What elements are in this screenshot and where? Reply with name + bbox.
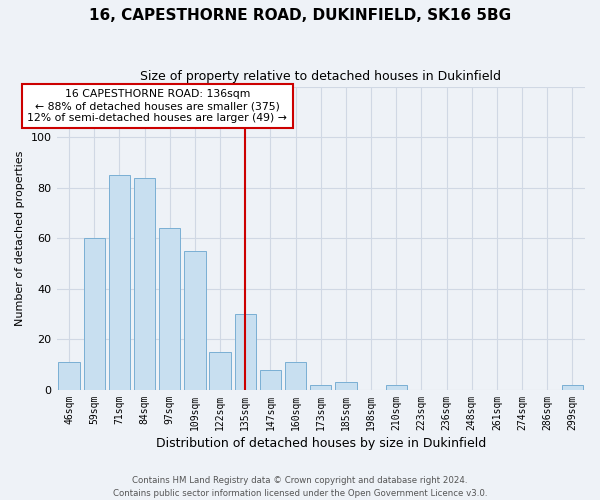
Text: 16, CAPESTHORNE ROAD, DUKINFIELD, SK16 5BG: 16, CAPESTHORNE ROAD, DUKINFIELD, SK16 5… (89, 8, 511, 22)
Bar (285, 362, 307, 390)
Bar (184, 251, 206, 390)
Text: 16 CAPESTHORNE ROAD: 136sqm
← 88% of detached houses are smaller (375)
12% of se: 16 CAPESTHORNE ROAD: 136sqm ← 88% of det… (27, 90, 287, 122)
Bar (386, 385, 407, 390)
Bar (310, 385, 331, 390)
X-axis label: Distribution of detached houses by size in Dukinfield: Distribution of detached houses by size … (155, 437, 486, 450)
Bar (335, 382, 356, 390)
Bar (235, 314, 256, 390)
Title: Size of property relative to detached houses in Dukinfield: Size of property relative to detached ho… (140, 70, 501, 83)
Bar (209, 352, 231, 390)
Bar (109, 176, 130, 390)
Bar (159, 228, 181, 390)
Bar (260, 370, 281, 390)
Bar (83, 238, 105, 390)
Bar (562, 385, 583, 390)
Y-axis label: Number of detached properties: Number of detached properties (15, 151, 25, 326)
Bar (58, 362, 80, 390)
Bar (134, 178, 155, 390)
Text: Contains HM Land Registry data © Crown copyright and database right 2024.
Contai: Contains HM Land Registry data © Crown c… (113, 476, 487, 498)
